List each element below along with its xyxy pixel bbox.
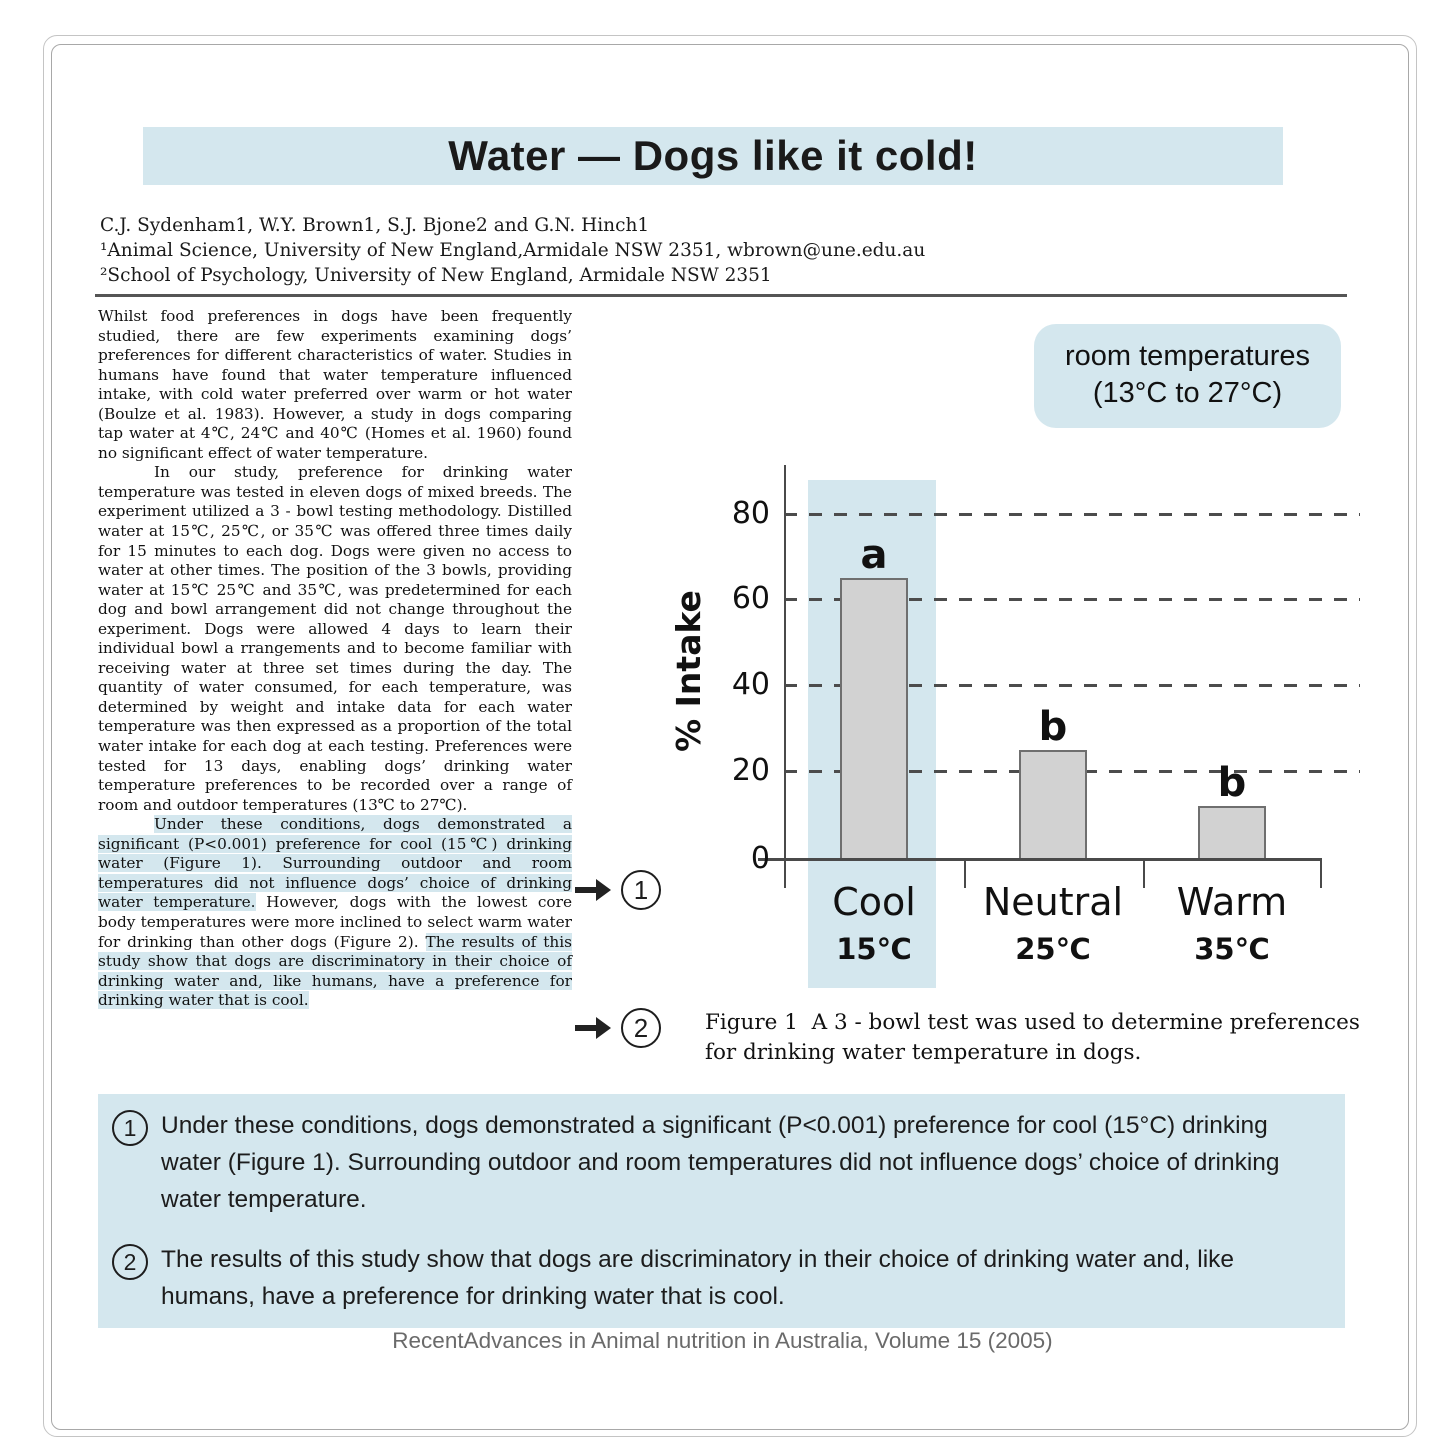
arrow-right-icon [575, 879, 611, 901]
category-temp-neutral: 25℃ [1015, 932, 1091, 966]
y-tick-20: 20 [731, 753, 770, 788]
bar-letter-neutral: b [1038, 704, 1068, 750]
bar-warm: b [1198, 760, 1266, 858]
callout-marker-1: 1 [574, 870, 661, 910]
annotation-block-2: 2 The results of this study show that do… [98, 1228, 1345, 1328]
annotation-2-text: The results of this study show that dogs… [161, 1246, 1235, 1310]
paragraph-1: Whilst food preferences in dogs have bee… [98, 307, 572, 462]
figure-1-bar-chart: 80 60 40 20 0 % Intake a b b Cool Neutra… [650, 455, 1380, 1005]
abstract-column: Whilst food preferences in dogs have bee… [98, 307, 572, 1011]
gridline-40 [784, 684, 1360, 687]
x-axis-line [758, 858, 1322, 861]
bar-letter-cool: a [860, 532, 888, 578]
page-title: Water — Dogs like it cold! [143, 127, 1283, 185]
y-tick-40: 40 [731, 667, 770, 702]
figure-caption: Figure 1 A 3 - bowl test was used to det… [705, 1010, 1367, 1065]
gridline-60 [784, 598, 1360, 601]
paragraph-3: Under these conditions, dogs demonstrate… [98, 815, 572, 1010]
category-label-warm: Warm [1176, 880, 1288, 924]
inner-border [51, 44, 1409, 1430]
y-tick-80: 80 [731, 496, 770, 531]
badge-line-2: (13°C to 27°C) [1092, 377, 1283, 409]
badge-line-1: room temperatures [1065, 340, 1310, 372]
author-line: C.J. Sydenham1, W.Y. Brown1, S.J. Bjone2… [100, 215, 650, 236]
author-block: C.J. Sydenham1, W.Y. Brown1, S.J. Bjone2… [100, 213, 1100, 288]
annotation-1-number: 1 [112, 1110, 148, 1146]
category-temp-warm: 35℃ [1194, 932, 1270, 966]
paragraph-2: In our study, preference for drinking wa… [98, 463, 572, 814]
arrow-right-icon [575, 1017, 611, 1039]
outer-border [43, 35, 1417, 1437]
category-temp-cool: 15℃ [836, 932, 912, 966]
y-axis-label: % Intake [669, 590, 708, 752]
y-tick-60: 60 [731, 581, 770, 616]
category-label-neutral: Neutral [982, 880, 1124, 924]
y-tick-0: 0 [750, 841, 770, 876]
annotation-1-text: Under these conditions, dogs demonstrate… [161, 1112, 1280, 1213]
x-axis-tick-1 [964, 858, 966, 888]
affiliation-line-1: ¹Animal Science, University of New Engla… [100, 240, 926, 261]
x-axis-tick-3 [1320, 858, 1322, 888]
gridline-80 [784, 513, 1360, 516]
affiliation-line-2: ²School of Psychology, University of New… [100, 265, 772, 286]
bar-letter-warm: b [1217, 760, 1247, 806]
bar-cool: a [840, 532, 908, 858]
room-temperature-badge: room temperatures (13°C to 27°C) [1034, 324, 1341, 428]
paragraph-3-middle: However, dogs with the lowest core body … [98, 893, 572, 951]
journal-footer: RecentAdvances in Animal nutrition in Au… [392, 1328, 1053, 1353]
bar-neutral: b [1019, 704, 1087, 858]
annotation-2-number: 2 [112, 1244, 148, 1280]
circled-number-1: 1 [621, 870, 661, 910]
x-axis-tick-2 [1143, 858, 1145, 888]
circled-number-2: 2 [621, 1008, 661, 1048]
callout-marker-2: 2 [574, 1008, 661, 1048]
category-label-cool: Cool [832, 880, 916, 924]
annotation-block-1: 1 Under these conditions, dogs demonstra… [98, 1094, 1345, 1231]
y-axis-line [784, 465, 786, 888]
horizontal-rule [95, 294, 1347, 297]
